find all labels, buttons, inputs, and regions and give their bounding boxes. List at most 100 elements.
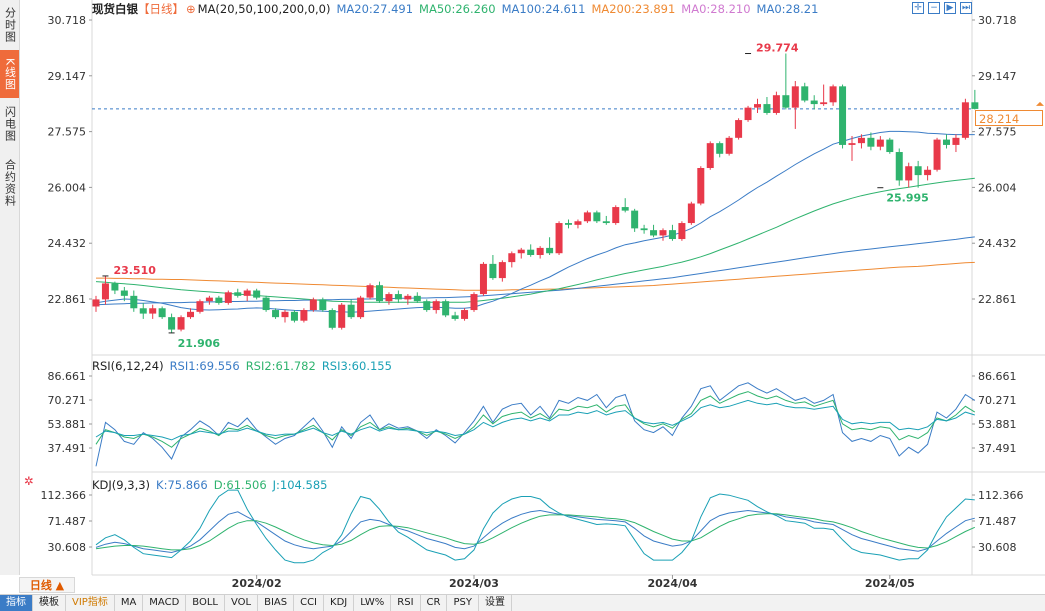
candle-body xyxy=(820,102,828,105)
candle-body xyxy=(508,253,516,263)
candle-body xyxy=(442,301,450,316)
period-button[interactable]: 日线 ▲ xyxy=(19,577,75,593)
j-value: J:104.585 xyxy=(272,478,328,492)
date-tick-label: 2024/05 xyxy=(865,577,915,590)
candle-body xyxy=(527,249,535,256)
tab-time-chart[interactable]: 分时图 xyxy=(3,7,17,43)
date-tick-label: 2024/02 xyxy=(232,577,282,590)
candle-body xyxy=(735,120,743,138)
candle-body xyxy=(725,137,733,154)
candle-body xyxy=(602,221,610,224)
toolbar-button-7[interactable]: BIAS xyxy=(258,595,295,611)
candle-body xyxy=(139,308,147,314)
toolbar-button-11[interactable]: RSI xyxy=(391,595,421,611)
main-legend: 现货白银【日线】 ⊕ MA(20,50,100,200,0,0) MA20:27.49… xyxy=(92,2,824,16)
settings-icon[interactable]: ⊕ xyxy=(186,2,196,16)
candle-body xyxy=(697,168,705,204)
ma100-line xyxy=(95,236,975,306)
period-tag: 【日线】 xyxy=(138,2,184,16)
candle-body xyxy=(791,86,799,108)
kdj-tick-label-right: 71.487 xyxy=(978,515,1017,528)
ma100-value: MA100:24.611 xyxy=(501,2,586,16)
candle-body xyxy=(479,263,487,295)
candle-body xyxy=(763,104,771,113)
toolbar-button-8[interactable]: CCI xyxy=(294,595,325,611)
toolbar-button-12[interactable]: CR xyxy=(421,595,448,611)
price-tick-label-right: 30.718 xyxy=(978,14,1017,27)
candle-body xyxy=(357,297,365,318)
toolbar-button-13[interactable]: PSY xyxy=(447,595,479,611)
candle-body xyxy=(187,311,194,318)
rsi-tick-label-right: 86.661 xyxy=(978,370,1017,383)
zoom-out-icon[interactable]: − xyxy=(928,2,940,14)
candle-body xyxy=(678,223,686,240)
candle-body xyxy=(640,228,648,231)
candle-body xyxy=(895,152,903,181)
price-tick-label-left: 22.861 xyxy=(48,293,87,306)
rsi-tick-label-left: 53.881 xyxy=(48,418,87,431)
candle-body xyxy=(914,166,922,176)
toolbar-button-10[interactable]: LW% xyxy=(354,595,392,611)
candle-body xyxy=(224,292,232,303)
kdj-settings-icon[interactable]: ✲ xyxy=(24,474,34,488)
extreme-label: 21.906 xyxy=(178,337,221,350)
candle-body xyxy=(149,308,157,314)
candle-body xyxy=(376,285,383,302)
candle-body xyxy=(319,299,327,311)
candle-body xyxy=(253,290,261,298)
side-tabs: 分时图 K线图 闪电图 合约资料 xyxy=(0,0,20,575)
candle-body xyxy=(829,86,837,103)
toolbar-button-14[interactable]: 设置 xyxy=(479,595,512,611)
candle-body xyxy=(555,223,563,254)
indicator-toolbar: 指标 模板 VIP指标 MA MACD BOLL VOL BIAS CCI KDJ LW% RSI CR… xyxy=(0,594,1045,611)
play-icon[interactable]: ▶ xyxy=(944,2,956,14)
toolbar-button-1[interactable]: 模板 xyxy=(33,595,66,611)
candle-body xyxy=(347,304,355,318)
candle-body xyxy=(451,315,459,319)
price-tick-label-left: 24.432 xyxy=(48,237,87,250)
kdj-tick-label-left: 71.487 xyxy=(48,515,87,528)
date-tick-label: 2024/04 xyxy=(647,577,697,590)
candle-body xyxy=(876,139,884,147)
rsi-rsi2-line xyxy=(95,391,976,448)
ma0-value-b: MA0:28.21 xyxy=(756,2,819,16)
toolbar-button-6[interactable]: VOL xyxy=(225,595,259,611)
toolbar-button-0[interactable]: 指标 xyxy=(0,595,33,611)
candle-body xyxy=(243,290,251,296)
tab-flash-chart[interactable]: 闪电图 xyxy=(3,106,17,142)
period-button-label: 日线 xyxy=(29,579,52,592)
candle-body xyxy=(810,100,818,105)
rsi1-value: RSI1:69.556 xyxy=(169,359,240,373)
candle-body xyxy=(687,203,695,224)
candle-body xyxy=(120,290,128,296)
step-forward-icon[interactable]: ⏭ xyxy=(960,2,972,14)
candle-body xyxy=(631,210,639,229)
crosshair-icon[interactable]: ✛ xyxy=(912,2,924,14)
candle-body xyxy=(158,308,166,318)
tab-kline[interactable]: K线图 xyxy=(0,50,19,98)
candle-body xyxy=(432,301,440,311)
tab-contract-info[interactable]: 合约资料 xyxy=(3,159,17,207)
candle-body xyxy=(943,139,950,145)
candle-body xyxy=(744,107,752,121)
toolbar-button-3[interactable]: MA xyxy=(115,595,144,611)
candle-body xyxy=(394,294,402,300)
ma50-value: MA50:26.260 xyxy=(419,2,496,16)
candle-body xyxy=(498,262,506,279)
candle-body xyxy=(754,104,761,108)
candle-body xyxy=(650,230,658,236)
candle-body xyxy=(196,301,204,312)
candle-body xyxy=(215,297,223,303)
toolbar-button-9[interactable]: KDJ xyxy=(324,595,355,611)
candle-body xyxy=(262,297,270,311)
rsi2-value: RSI2:61.782 xyxy=(245,359,316,373)
candle-body xyxy=(659,230,667,236)
price-tick-label-left: 29.147 xyxy=(48,70,87,83)
extreme-label: 23.510 xyxy=(113,264,156,277)
candle-body xyxy=(309,299,317,311)
price-tick-label-left: 27.575 xyxy=(48,126,87,139)
toolbar-button-2[interactable]: VIP指标 xyxy=(66,595,115,611)
toolbar-button-5[interactable]: BOLL xyxy=(186,595,225,611)
rsi-tick-label-right: 53.881 xyxy=(978,418,1017,431)
toolbar-button-4[interactable]: MACD xyxy=(143,595,187,611)
